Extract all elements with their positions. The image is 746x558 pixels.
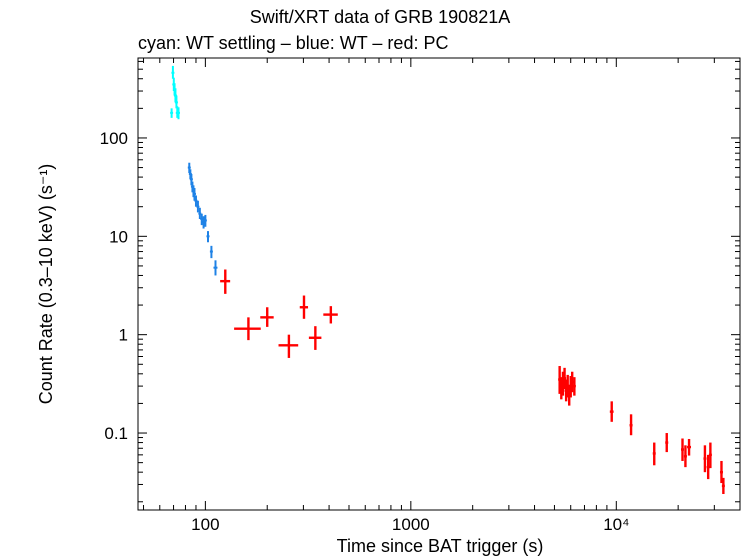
- data-point: [609, 401, 614, 422]
- chart-subtitle: cyan: WT settling – blue: WT – red: PC: [138, 33, 448, 53]
- y-tick-label: 1: [119, 326, 128, 345]
- y-tick-labels: 0.1 1 10 100: [100, 129, 128, 443]
- data-point: [323, 306, 338, 324]
- data-point: [220, 269, 231, 294]
- y-axis-label: Count Rate (0.3–10 keV) (s⁻¹): [36, 164, 56, 405]
- data-point: [687, 438, 692, 456]
- y-tick-label: 10: [109, 227, 128, 246]
- data-point: [703, 445, 707, 473]
- data-point: [706, 454, 710, 480]
- data-point: [177, 107, 181, 120]
- x-tick-label: 10⁴: [603, 515, 629, 534]
- data-point: [192, 187, 196, 201]
- data-point: [203, 214, 207, 227]
- data-point: [278, 334, 299, 358]
- data-point: [629, 414, 633, 436]
- data-point: [196, 200, 200, 213]
- x-tick-label: 100: [191, 515, 219, 534]
- plot-frame: [137, 57, 741, 511]
- axis-ticks: [138, 58, 741, 510]
- y-tick-label: 100: [100, 129, 128, 148]
- data-point: [683, 445, 687, 468]
- data-point: [681, 438, 685, 461]
- data-point: [708, 442, 712, 469]
- data-point: [209, 245, 213, 259]
- data-point: [170, 108, 174, 118]
- data-point: [206, 231, 210, 243]
- y-tick-label: 0.1: [104, 424, 128, 443]
- data-point: [308, 326, 322, 350]
- data-point: [213, 260, 218, 276]
- x-tick-label: 1000: [392, 515, 430, 534]
- data-point: [299, 295, 309, 319]
- x-tick-labels: 100 1000 10⁴: [191, 515, 629, 534]
- data-point: [572, 377, 576, 396]
- data-point: [234, 317, 261, 341]
- data-point: [652, 442, 656, 466]
- data-point: [260, 307, 274, 327]
- x-axis-label: Time since BAT trigger (s): [337, 536, 544, 556]
- data-point: [563, 367, 567, 390]
- data-point: [174, 95, 178, 109]
- data-point: [171, 65, 175, 79]
- data-point: [719, 460, 723, 484]
- data-point: [721, 477, 725, 494]
- data-point: [187, 162, 191, 174]
- chart-title: Swift/XRT data of GRB 190821A: [250, 7, 510, 27]
- data-point: [189, 174, 193, 186]
- data-points: [170, 65, 725, 494]
- data-point: [665, 433, 669, 453]
